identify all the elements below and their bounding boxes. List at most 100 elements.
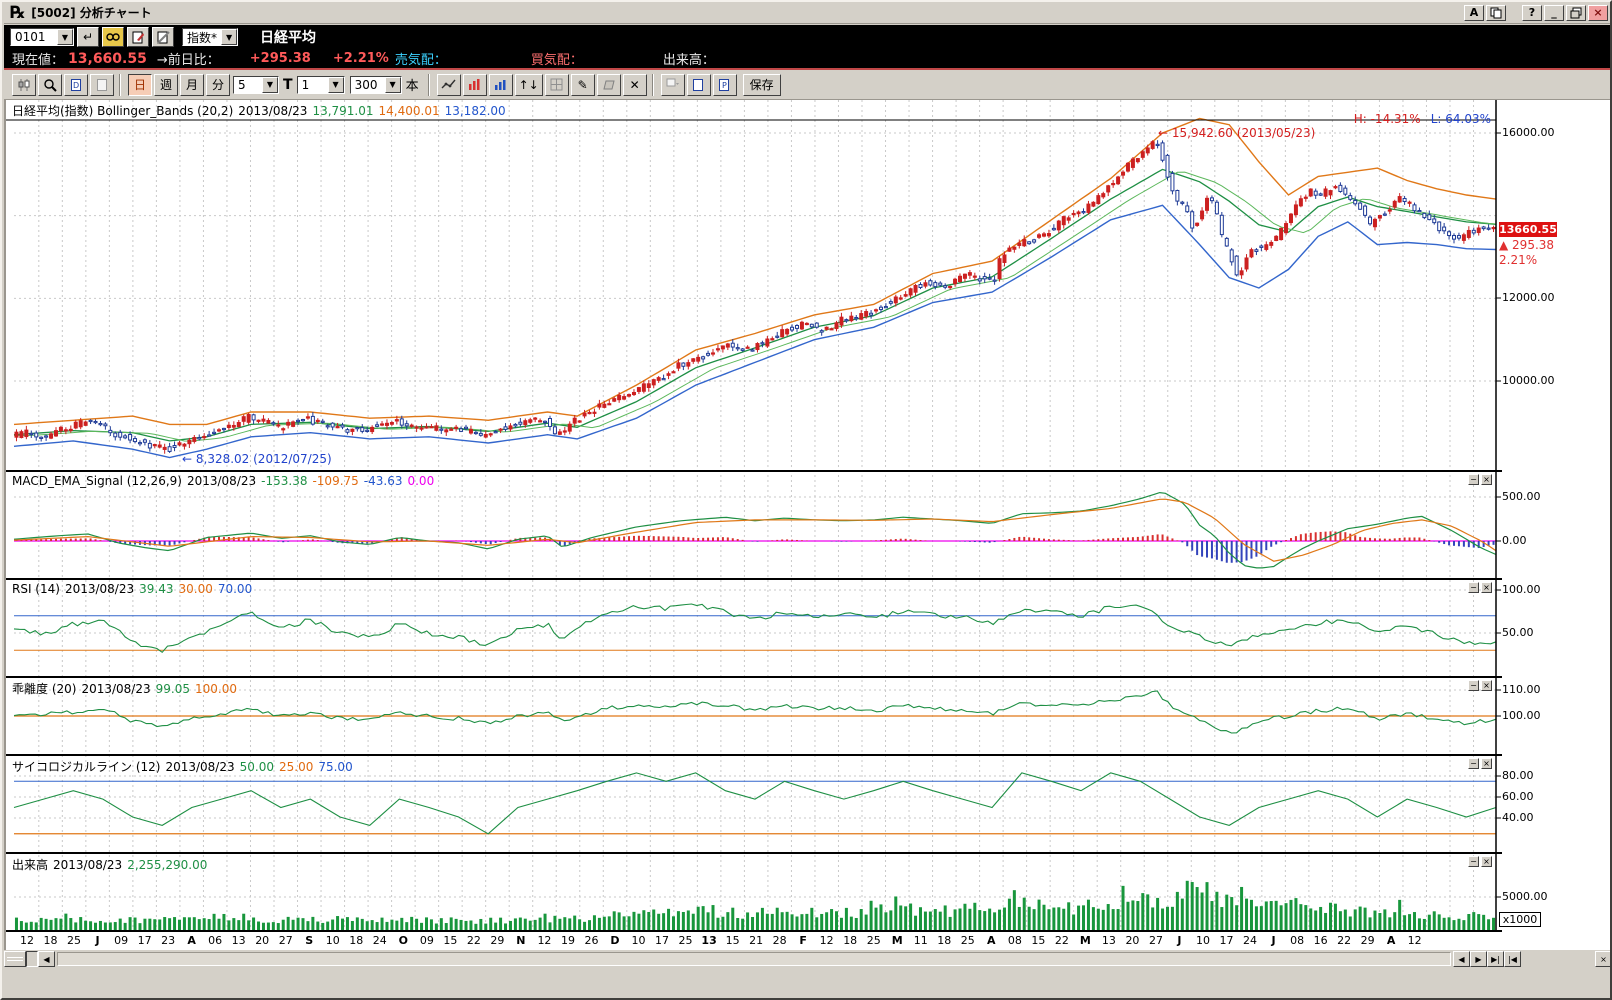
resize-grip[interactable] [4, 951, 26, 967]
scroll-start-button[interactable]: |◀ [1504, 951, 1521, 967]
chart-close-button[interactable]: × [1595, 951, 1610, 967]
x-axis-label: 24 [372, 934, 387, 947]
new-chart-button[interactable]: D [64, 73, 88, 96]
svg-text:D: D [73, 81, 79, 90]
toolbar-separator [119, 73, 121, 96]
symbol-code-combo[interactable]: 0101 ▼ [10, 28, 74, 46]
x-axis-label: N [516, 934, 526, 947]
scrollbar-box [26, 951, 38, 967]
main-axis-label: 12000.00 [1502, 291, 1555, 304]
volume-value: 2,255,290.00 [127, 858, 208, 872]
panel-close-button[interactable]: × [1481, 582, 1492, 593]
panel-collapse-button[interactable]: − [1468, 474, 1479, 485]
period-minute-button[interactable]: 分 [206, 73, 230, 96]
period-month-button[interactable]: 月 [180, 73, 204, 96]
magnifier-icon [44, 78, 57, 92]
macd-zero-value: 0.00 [407, 474, 435, 488]
zoom-button[interactable] [38, 73, 62, 96]
volume-date: 2013/08/23 [53, 858, 123, 872]
minimize-button[interactable]: _ [1544, 4, 1564, 21]
chevron-down-icon[interactable]: ▼ [57, 29, 73, 45]
panel-collapse-button[interactable]: − [1468, 680, 1479, 691]
sort-updown-button[interactable]: ↑↓ [514, 73, 543, 96]
indicator-blue-button[interactable] [488, 73, 513, 96]
copy-chart-button[interactable] [90, 73, 114, 96]
edit-list-button[interactable] [127, 27, 149, 47]
period-day-button[interactable]: 日 [128, 73, 152, 96]
x-axis-label: 25 [960, 934, 975, 947]
x-axis-label: A [187, 934, 196, 947]
clear-symbol-button[interactable] [152, 27, 174, 47]
volume-axis-label: 5000.00 [1502, 890, 1548, 903]
x-axis-label: D [610, 934, 620, 947]
x-axis-label: 25 [678, 934, 693, 947]
period-week-button[interactable]: 週 [154, 73, 178, 96]
line-study-button[interactable] [436, 73, 461, 96]
restore-button[interactable] [1566, 4, 1586, 21]
template-document-p-icon: P [719, 78, 730, 91]
font-size-button[interactable]: A [1464, 4, 1484, 21]
chevron-down-icon[interactable]: ▼ [327, 76, 344, 93]
scroll-left-button[interactable]: ◀ [38, 951, 55, 967]
macd-hist-value: -43.63 [363, 474, 403, 488]
tick-combo[interactable]: 1 ▼ [296, 75, 345, 94]
delete-drawing-button[interactable]: ✕ [622, 73, 647, 96]
trendline-icon [441, 79, 456, 89]
scroll-left-button-2[interactable]: ◀ [1453, 951, 1470, 967]
indicator-red-button[interactable] [462, 73, 487, 96]
x-axis-label: 13 [1101, 934, 1116, 947]
restore-icon [1570, 7, 1582, 18]
x-axis-label: 27 [278, 934, 293, 947]
grid-settings-button[interactable] [544, 73, 569, 96]
chevron-down-icon[interactable]: ▼ [262, 76, 278, 93]
chevron-down-icon[interactable]: ▼ [221, 29, 238, 45]
panel-close-button[interactable]: × [1481, 680, 1492, 691]
rsi-value: 39.43 [139, 582, 174, 596]
volume-panel-header: 出来高 2013/08/23 2,255,290.00 [12, 856, 212, 873]
panel-close-button[interactable]: × [1481, 474, 1492, 485]
candlestick-type-button[interactable] [12, 73, 36, 96]
category-combo[interactable]: 指数* ▼ [182, 28, 239, 46]
macd-title: MACD_EMA_Signal (12,26,9) [12, 474, 182, 488]
save-template-button[interactable]: P [712, 73, 737, 96]
x-axis-label: 15 [443, 934, 458, 947]
title-bar: ℞ [5002] 分析チャート A ? _ × [4, 2, 1610, 24]
x-axis-label: M [891, 934, 903, 947]
rsi-panel-header: RSI (14) 2013/08/23 39.43 30.00 70.00 [12, 582, 257, 596]
scroll-end-button[interactable]: ▶| [1487, 951, 1504, 967]
x-axis-label: 19 [560, 934, 575, 947]
grid-icon [550, 78, 563, 91]
save-button[interactable]: 保存 [742, 73, 781, 96]
x-axis-label: 13 [231, 934, 246, 947]
enter-button[interactable]: ↵ [77, 27, 99, 47]
layout-menu-button[interactable] [660, 73, 685, 96]
minute-interval-combo[interactable]: 5 ▼ [233, 75, 279, 94]
x-axis-label: 27 [1148, 934, 1163, 947]
x-axis-label: 28 [772, 934, 787, 947]
change-percent: +2.21% [332, 51, 389, 66]
panel-close-button[interactable]: × [1481, 856, 1492, 867]
bar-count-combo[interactable]: 300 ▼ [349, 75, 402, 94]
scroll-right-button[interactable]: ▶ [1470, 951, 1487, 967]
panel-collapse-button[interactable]: − [1468, 856, 1479, 867]
x-axis-label: 08 [1290, 934, 1305, 947]
x-axis-label: 13 [701, 934, 717, 947]
load-template-button[interactable] [686, 73, 711, 96]
rsi-high-threshold: 70.00 [217, 582, 253, 596]
draw-button[interactable]: ✎ [570, 73, 595, 96]
volume-label: 出来高： [662, 53, 715, 68]
search-symbol-button[interactable] [102, 27, 124, 47]
panel-collapse-button[interactable]: − [1468, 582, 1479, 593]
chevron-down-icon[interactable]: ▼ [384, 76, 401, 93]
main-axis-label: 10000.00 [1502, 374, 1555, 387]
panel-close-button[interactable]: × [1481, 758, 1492, 769]
close-button[interactable]: × [1588, 4, 1608, 21]
bar-unit-label: 本 [405, 79, 419, 94]
copy-window-button[interactable] [1486, 4, 1506, 21]
x-axis-label: 12 [20, 934, 34, 947]
eraser-button[interactable] [596, 73, 621, 96]
scrollbar-track[interactable] [57, 952, 1451, 966]
toolbar-separator [651, 73, 654, 96]
help-button[interactable]: ? [1522, 4, 1542, 21]
panel-collapse-button[interactable]: − [1468, 758, 1479, 769]
